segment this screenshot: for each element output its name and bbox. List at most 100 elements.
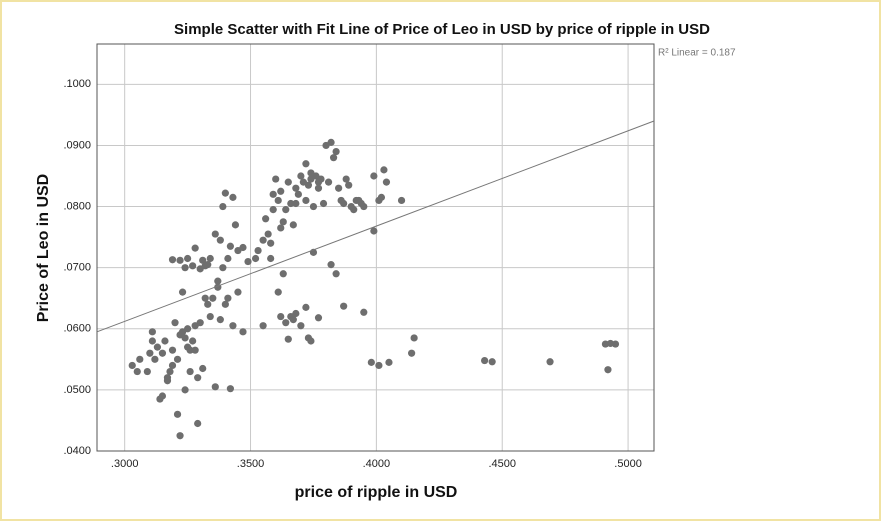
point	[148, 337, 156, 345]
point	[267, 239, 275, 247]
point	[289, 221, 297, 229]
fit-line	[96, 120, 655, 333]
x-tick-label: .5000	[614, 458, 642, 470]
point	[178, 288, 187, 296]
point	[292, 199, 300, 208]
point	[267, 254, 275, 263]
point	[380, 166, 388, 174]
point	[189, 337, 197, 345]
point	[173, 410, 182, 418]
point	[153, 343, 162, 351]
point	[342, 175, 350, 183]
point	[345, 181, 353, 189]
point	[199, 256, 207, 264]
point	[168, 361, 177, 370]
x-axis-label: price of ripple in USD	[295, 484, 458, 501]
point	[206, 254, 214, 263]
point	[224, 294, 232, 302]
point	[382, 178, 391, 186]
point	[289, 316, 297, 324]
point	[148, 328, 156, 336]
point	[251, 254, 260, 263]
point	[163, 377, 172, 385]
point	[211, 230, 219, 238]
point	[307, 337, 315, 345]
point	[219, 264, 227, 272]
point	[239, 243, 247, 252]
point	[488, 358, 496, 366]
point	[136, 355, 144, 363]
point	[309, 202, 318, 211]
point	[229, 322, 237, 330]
point	[269, 206, 277, 214]
x-tick-label: .4000	[363, 458, 391, 470]
point	[277, 224, 285, 232]
point	[332, 270, 340, 278]
point	[173, 355, 182, 363]
point	[176, 432, 184, 440]
point	[329, 154, 338, 162]
point	[184, 254, 192, 263]
point	[181, 334, 189, 342]
point	[216, 316, 224, 324]
point	[269, 190, 277, 198]
point	[186, 367, 194, 376]
point	[375, 361, 383, 370]
point	[481, 356, 489, 365]
point	[302, 196, 310, 205]
point	[181, 386, 189, 394]
point	[166, 367, 174, 376]
point	[279, 218, 287, 226]
point	[133, 367, 141, 376]
point	[189, 262, 197, 270]
point	[186, 346, 194, 354]
point	[274, 196, 282, 205]
point	[324, 178, 333, 186]
point	[226, 242, 234, 250]
y-tick-label: .0400	[63, 445, 91, 457]
point	[277, 187, 285, 195]
point	[168, 256, 177, 264]
point	[327, 138, 335, 146]
y-axis-label: Price of Leo in USD	[35, 174, 52, 322]
point	[360, 202, 368, 211]
point	[546, 358, 554, 366]
point	[191, 244, 199, 252]
point	[161, 337, 169, 345]
point	[314, 184, 323, 192]
point	[244, 257, 252, 266]
point	[194, 374, 202, 382]
point	[219, 202, 227, 211]
point	[226, 385, 234, 393]
point	[211, 383, 219, 391]
point	[274, 288, 282, 296]
point	[408, 349, 416, 357]
point	[259, 236, 267, 244]
point	[216, 236, 224, 244]
point	[370, 172, 378, 180]
point	[221, 189, 229, 197]
chart-title: Simple Scatter with Fit Line of Price of…	[174, 21, 710, 38]
point	[297, 172, 305, 180]
point	[224, 254, 232, 263]
point	[304, 181, 313, 189]
point	[292, 309, 300, 318]
point	[146, 349, 154, 357]
y-tick-label: .0600	[63, 323, 91, 335]
point	[143, 367, 151, 376]
point	[209, 294, 217, 302]
point	[397, 196, 406, 205]
point	[194, 419, 202, 428]
point	[294, 190, 302, 198]
y-tick-label: .1000	[63, 78, 91, 90]
point	[314, 178, 323, 186]
fit-annotation: R² Linear = 0.187	[658, 48, 736, 59]
point	[340, 199, 348, 208]
point	[272, 175, 280, 183]
point	[234, 288, 242, 296]
point	[264, 230, 272, 238]
point	[410, 334, 418, 342]
y-tick-label: .0800	[63, 200, 91, 212]
point	[377, 193, 386, 201]
point	[319, 199, 328, 208]
